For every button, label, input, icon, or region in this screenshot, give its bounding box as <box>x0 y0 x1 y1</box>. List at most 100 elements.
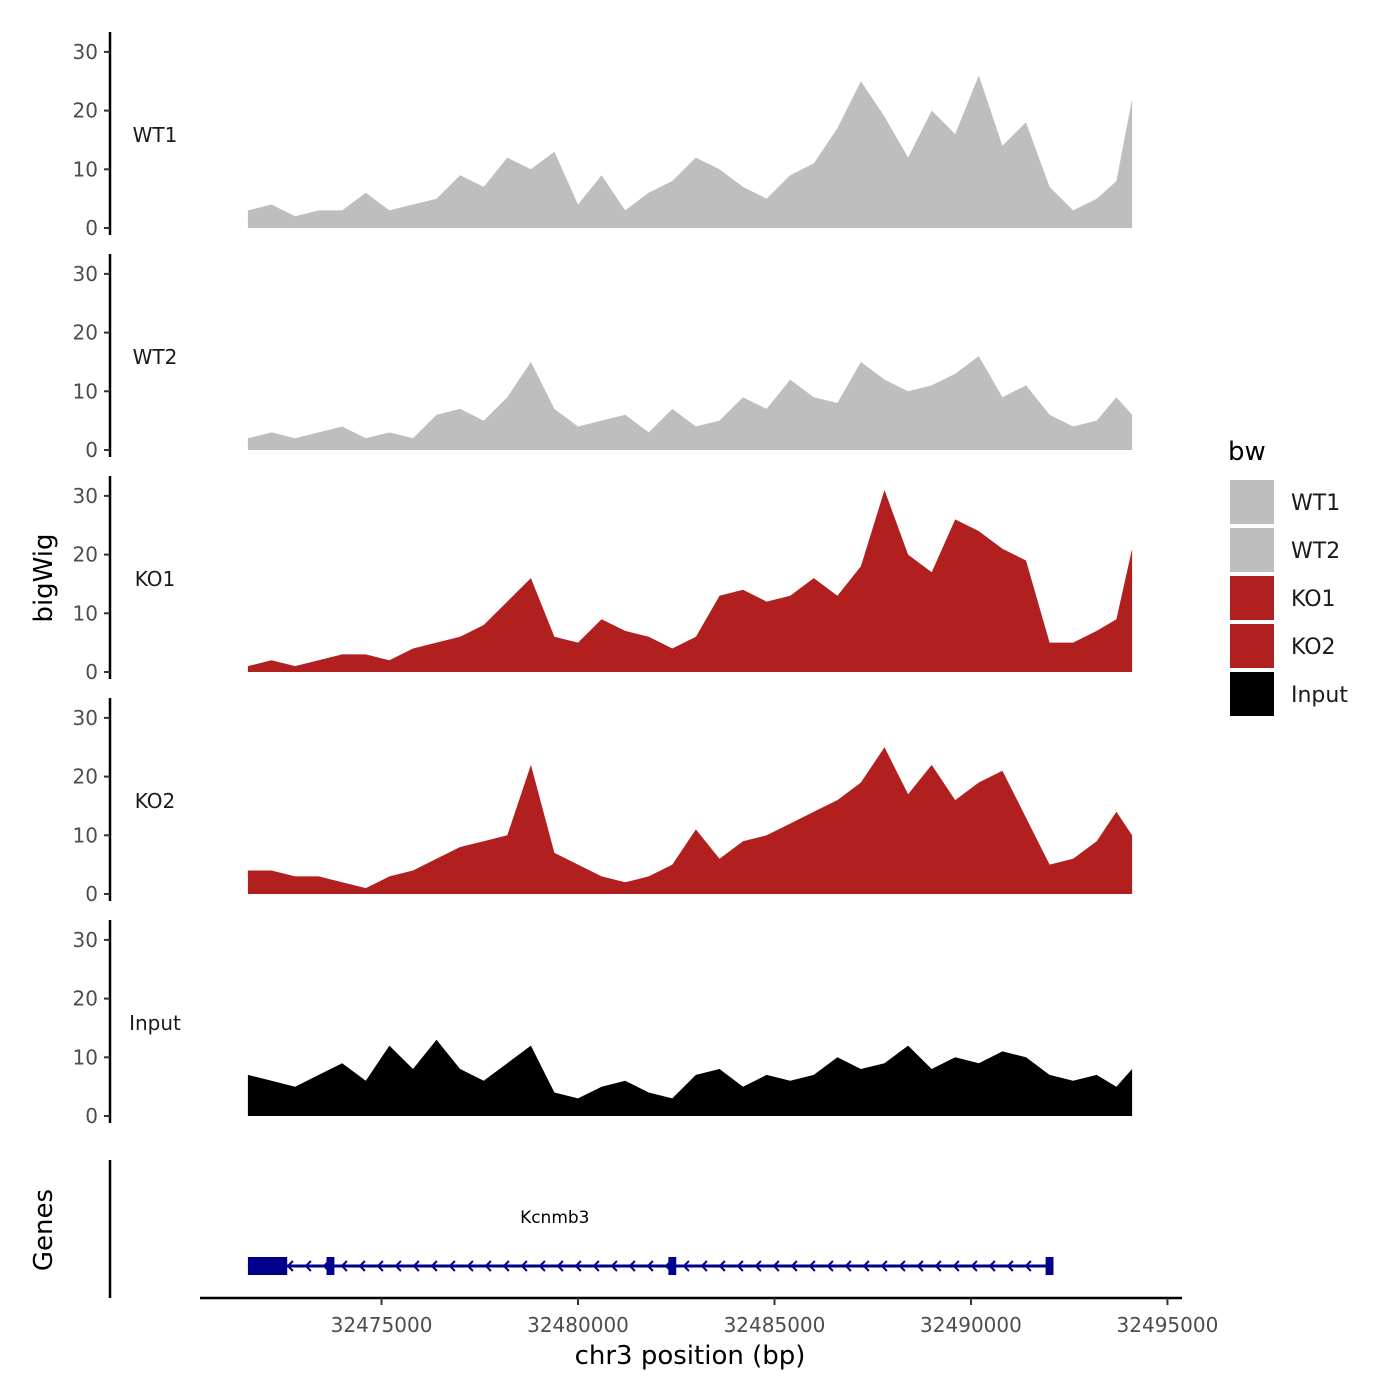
y-tick-label: 0 <box>85 438 98 462</box>
strand-chevron <box>754 1260 762 1272</box>
signal-tracks: 0 10 20 30 WT1 0 10 20 30 WT2 0 10 20 30 KO1 0 10 20 30 KO2… <box>73 32 1133 1128</box>
strand-chevron <box>772 1260 780 1272</box>
strand-chevron <box>502 1260 510 1272</box>
x-tick-label: 32480000 <box>527 1313 629 1337</box>
legend-label: Input <box>1291 683 1348 708</box>
strand-chevron <box>556 1260 564 1272</box>
track-wt2: 0 10 20 30 WT2 <box>73 254 1133 462</box>
legend-swatch <box>1230 672 1274 716</box>
strand-chevron <box>538 1260 546 1272</box>
y-tick-label: 30 <box>73 40 98 64</box>
track-label: WT1 <box>133 123 178 147</box>
y-tick-label: 10 <box>73 379 98 403</box>
strand-chevron <box>358 1260 366 1272</box>
legend: bw WT1 WT2 KO1 KO2 Input <box>1228 437 1348 716</box>
strand-chevron <box>952 1260 960 1272</box>
gene-track: Kcnmb3 <box>108 1160 1054 1298</box>
strand-chevron <box>574 1260 582 1272</box>
strand-chevron <box>826 1260 834 1272</box>
strand-chevron <box>808 1260 816 1272</box>
gene-name-label: Kcnmb3 <box>520 1208 589 1228</box>
strand-chevron <box>610 1260 618 1272</box>
y-tick-label: 20 <box>73 987 98 1011</box>
x-axis: 32475000 32480000 32485000 32490000 32495000 <box>200 1296 1219 1337</box>
legend-label: KO1 <box>1291 587 1336 612</box>
strand-chevron <box>898 1260 906 1272</box>
x-axis-title: chr3 position (bp) <box>575 1341 806 1371</box>
strand-chevron <box>430 1260 438 1272</box>
strand-chevron <box>790 1260 798 1272</box>
strand-chevron <box>988 1260 996 1272</box>
strand-chevron <box>376 1260 384 1272</box>
gene-exon <box>326 1257 335 1275</box>
signal-area-wt2 <box>247 356 1133 450</box>
y-tick-label: 0 <box>85 216 98 240</box>
y-tick-label: 20 <box>73 321 98 345</box>
strand-chevron <box>718 1260 726 1272</box>
signal-area-ko2 <box>247 747 1133 894</box>
legend-swatch <box>1230 576 1274 620</box>
strand-chevron <box>466 1260 474 1272</box>
strand-chevron <box>916 1260 924 1272</box>
gene-track-title: Genes <box>29 1189 59 1271</box>
legend-item-wt1: WT1 <box>1230 480 1340 524</box>
legend-label: WT1 <box>1291 491 1340 516</box>
y-tick-label: 30 <box>73 706 98 730</box>
track-label: Input <box>129 1011 181 1035</box>
legend-item-input: Input <box>1230 672 1348 716</box>
strand-chevron <box>682 1260 690 1272</box>
y-tick-label: 10 <box>73 1045 98 1069</box>
track-label: KO2 <box>135 789 176 813</box>
y-tick-label: 20 <box>73 543 98 567</box>
strand-chevron <box>340 1260 348 1272</box>
legend-swatch <box>1230 528 1274 572</box>
y-tick-label: 0 <box>85 1104 98 1128</box>
strand-chevron <box>880 1260 888 1272</box>
legend-label: KO2 <box>1291 635 1336 660</box>
track-input: 0 10 20 30 Input <box>73 920 1133 1128</box>
track-label: WT2 <box>133 345 178 369</box>
y-tick-label: 10 <box>73 157 98 181</box>
legend-title: bw <box>1228 437 1266 467</box>
strand-chevron <box>1006 1260 1014 1272</box>
signal-area-wt1 <box>247 75 1133 229</box>
y-tick-label: 30 <box>73 262 98 286</box>
legend-swatch <box>1230 480 1274 524</box>
y-tick-label: 10 <box>73 601 98 625</box>
strand-chevron <box>646 1260 654 1272</box>
y-axis-title: bigWig <box>29 533 59 622</box>
strand-chevron <box>970 1260 978 1272</box>
legend-item-wt2: WT2 <box>1230 528 1340 572</box>
strand-chevron <box>700 1260 708 1272</box>
track-ko1: 0 10 20 30 KO1 <box>73 476 1133 684</box>
strand-chevron <box>862 1260 870 1272</box>
x-tick-label: 32495000 <box>1117 1313 1219 1337</box>
x-tick-label: 32485000 <box>724 1313 826 1337</box>
gene-exon <box>668 1257 677 1275</box>
legend-label: WT2 <box>1291 539 1340 564</box>
strand-chevron <box>844 1260 852 1272</box>
signal-area-input <box>247 1039 1133 1116</box>
gene-exon <box>247 1257 288 1275</box>
signal-area-ko1 <box>247 490 1133 672</box>
y-tick-label: 0 <box>85 882 98 906</box>
strand-chevron <box>448 1260 456 1272</box>
y-tick-label: 0 <box>85 660 98 684</box>
legend-swatch <box>1230 624 1274 668</box>
strand-chevron <box>934 1260 942 1272</box>
x-tick-label: 32490000 <box>920 1313 1022 1337</box>
x-tick-label: 32475000 <box>331 1313 433 1337</box>
strand-chevron <box>520 1260 528 1272</box>
strand-chevron <box>592 1260 600 1272</box>
y-tick-label: 30 <box>73 484 98 508</box>
gene-exon <box>1045 1257 1054 1275</box>
strand-chevron <box>736 1260 744 1272</box>
strand-chevron <box>484 1260 492 1272</box>
legend-item-ko2: KO2 <box>1230 624 1336 668</box>
y-tick-label: 20 <box>73 765 98 789</box>
y-tick-label: 20 <box>73 99 98 123</box>
strand-chevron <box>394 1260 402 1272</box>
track-label: KO1 <box>135 567 176 591</box>
track-wt1: 0 10 20 30 WT1 <box>73 32 1133 240</box>
